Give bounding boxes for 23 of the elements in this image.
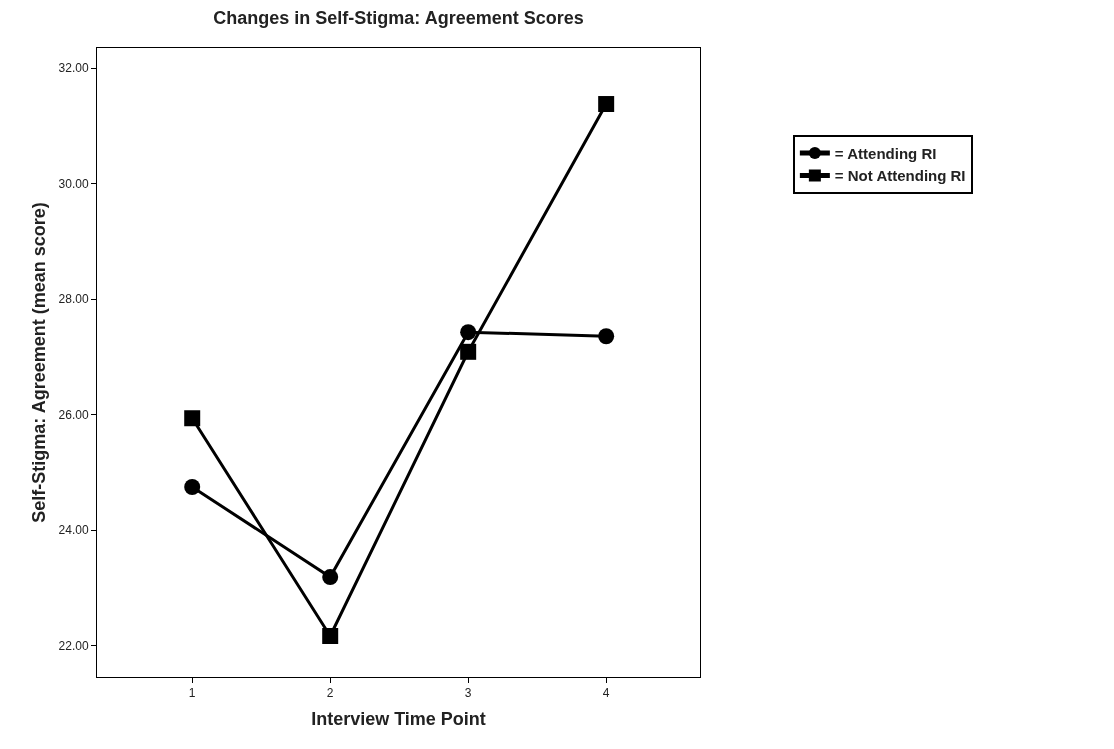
y-axis-title: Self-Stigma: Agreement (mean score) <box>28 202 49 523</box>
y-tick-label: 22.00 <box>58 639 89 654</box>
x-axis-title: Interview Time Point <box>311 708 486 729</box>
x-tick-label: 4 <box>602 686 610 701</box>
y-tick-label: 30.00 <box>58 176 89 191</box>
point <box>460 324 477 341</box>
y-tick-label: 26.00 <box>58 407 89 422</box>
y-tick-label: 28.00 <box>58 292 89 307</box>
x-tick-label: 1 <box>188 686 196 701</box>
x-tick-label: 3 <box>464 686 472 701</box>
point <box>184 410 201 427</box>
chart-title: Changes in Self-Stigma: Agreement Scores <box>213 7 584 28</box>
point <box>460 343 477 360</box>
point <box>322 569 339 586</box>
legend-label: = Not Attending RI <box>834 167 966 185</box>
point <box>598 328 615 345</box>
y-tick-label: 24.00 <box>58 523 89 538</box>
x-tick-label: 2 <box>326 686 334 701</box>
point <box>598 96 615 113</box>
point <box>322 627 339 644</box>
y-tick-label: 32.00 <box>58 61 89 76</box>
legend-label: = Attending RI <box>834 144 937 162</box>
point <box>184 478 201 495</box>
